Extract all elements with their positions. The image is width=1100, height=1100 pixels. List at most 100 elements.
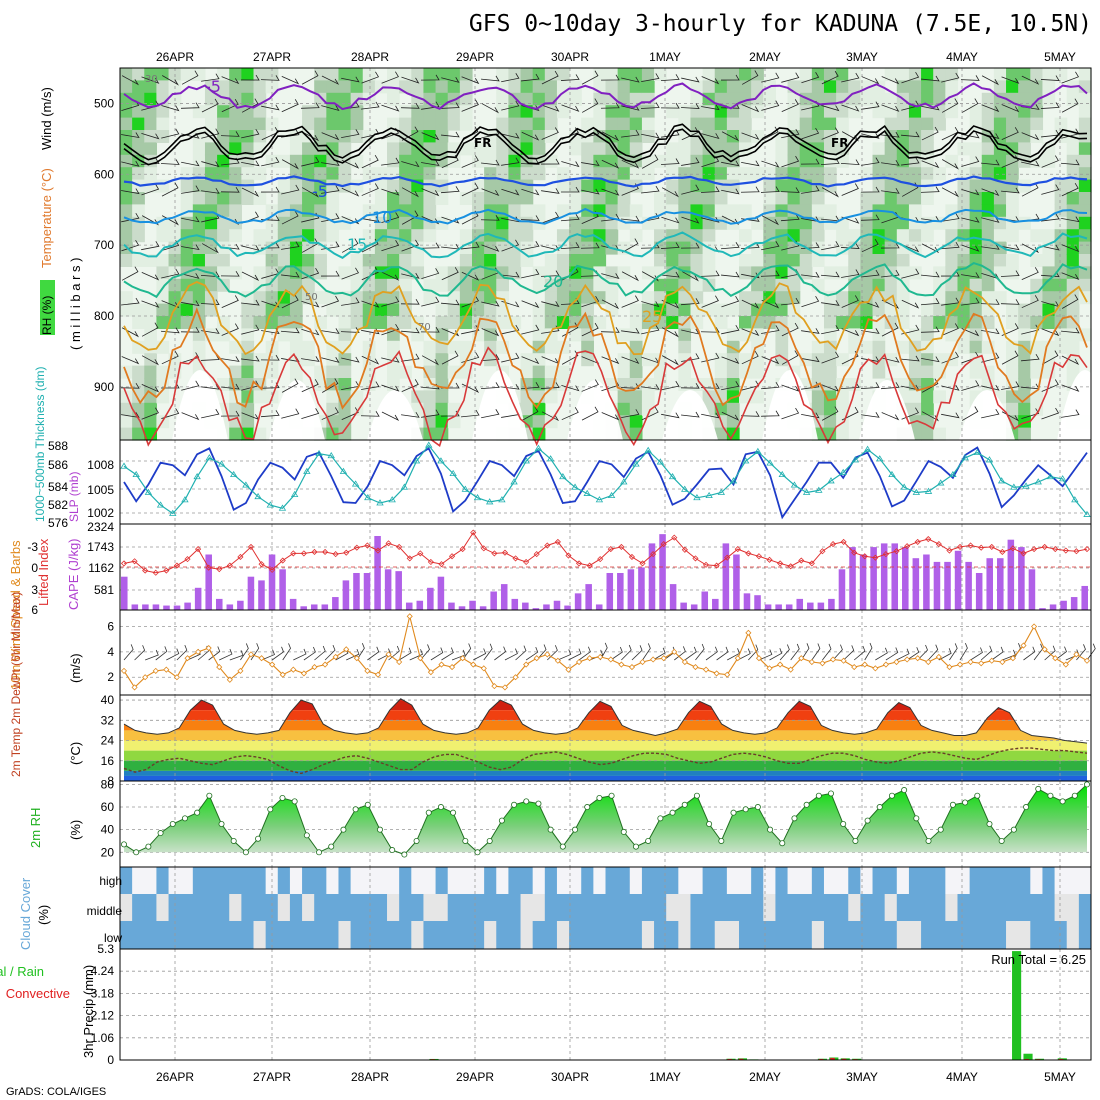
- wind-barb: [781, 322, 799, 337]
- wind-barb: [161, 105, 180, 112]
- wind-barb: [700, 270, 720, 277]
- wind-barb: [421, 355, 440, 366]
- rh-2m-panel: 80 60 40 20 2m RH (%): [28, 777, 1092, 868]
- cloud-cell: [593, 894, 606, 921]
- wind-barb: [860, 214, 880, 221]
- y-tick-label: 2: [107, 670, 114, 684]
- lifted-index-point: [597, 556, 604, 563]
- wind-barb: [201, 328, 220, 334]
- lifted-index-point: [935, 541, 942, 548]
- lifted-index-point: [607, 546, 614, 553]
- cloud-cell: [447, 867, 461, 894]
- wind-barb: [700, 327, 720, 333]
- wind-barb: [760, 382, 780, 390]
- wind-barb: [741, 328, 760, 337]
- rh-2m-axis-label: 2m RH: [28, 808, 43, 848]
- wind-barb: [580, 242, 600, 249]
- lifted-index-point: [999, 548, 1006, 556]
- precip-convective-bar: [830, 1057, 835, 1060]
- wind-barb: [961, 216, 980, 223]
- wind-barb: [641, 324, 660, 335]
- cloud-cell: [144, 867, 157, 894]
- wind-speed-point: [120, 667, 128, 674]
- cape-bar: [1081, 585, 1088, 610]
- cloud-cell: [532, 921, 546, 949]
- wind-speed-point: [142, 674, 149, 681]
- cloud-cell: [702, 867, 716, 894]
- thickness-point: [303, 467, 311, 474]
- wind-barb: [321, 213, 340, 223]
- cloud-cell: [1006, 921, 1019, 949]
- wind-barb: [201, 161, 220, 168]
- wind-barb: [601, 131, 620, 142]
- cloud-cell: [471, 867, 485, 894]
- cloud-cell: [192, 894, 206, 921]
- cloud-cell: [666, 894, 679, 921]
- cape-li-panel: -3 0 3 6 2324 1743 1162 581 Lifted Index CAPE (…: [27, 520, 1092, 617]
- cloud-cell: [180, 921, 194, 949]
- y-tick-label: 40: [101, 823, 115, 837]
- wind-barb: [200, 299, 220, 305]
- y-tick-label: 16: [101, 754, 115, 768]
- wind-barb: [801, 295, 820, 308]
- wind-barb: [801, 72, 820, 84]
- wind-barb: [1041, 328, 1060, 337]
- wind-barb: [861, 269, 880, 278]
- wind-barb: [401, 161, 420, 168]
- wind-barb: [680, 298, 700, 306]
- wind-barb: [901, 355, 920, 362]
- wind-10m-barb: [123, 644, 134, 661]
- wind-barb: [621, 238, 639, 253]
- thickness-point: [327, 451, 335, 459]
- cloud-cell: [302, 867, 315, 894]
- wind-barb: [361, 216, 380, 223]
- rh-2m-point: [352, 806, 359, 813]
- thickness-point: [120, 462, 128, 469]
- lifted-index-point: [353, 544, 360, 551]
- thickness-point: [1046, 472, 1055, 480]
- wind-barb: [621, 295, 639, 308]
- rh-2m-point: [706, 821, 713, 828]
- cape-bar: [775, 604, 782, 610]
- wind-barb: [501, 324, 520, 335]
- wind-barb: [941, 384, 960, 391]
- thickness-point: [144, 488, 153, 495]
- cloud-cell: [654, 894, 667, 921]
- rh-2m-point: [876, 804, 883, 811]
- wind-barb: [761, 299, 780, 309]
- lifted-index-point: [406, 555, 413, 562]
- wind-barb: [701, 412, 720, 419]
- wind-barb: [281, 271, 300, 278]
- wind-barb: [421, 132, 440, 141]
- lifted-index-point: [300, 550, 307, 557]
- cloud-cell: [896, 894, 910, 921]
- wind-speed-point: [893, 658, 900, 666]
- cape-bar: [416, 600, 424, 610]
- cloud-cell: [314, 867, 327, 894]
- cloud-cell: [411, 921, 424, 949]
- y-tick-label: 800: [94, 309, 114, 323]
- wind-barb: [281, 184, 300, 195]
- lifted-index-point: [840, 538, 847, 545]
- wind-barb: [661, 187, 680, 198]
- wind-barb: [381, 188, 400, 196]
- wind-barb: [1041, 350, 1059, 365]
- cloud-cell: [556, 921, 570, 949]
- cape-bar: [764, 604, 772, 610]
- wind-10m-barb: [917, 644, 928, 661]
- wind-10m-barb: [1055, 646, 1067, 661]
- wind-barb: [1000, 270, 1020, 277]
- wind-barb: [700, 186, 720, 193]
- cape-bar: [553, 600, 561, 610]
- wind-barb: [601, 356, 620, 365]
- wind-barb: [841, 183, 859, 196]
- wind-barb: [260, 186, 280, 193]
- lifted-index-point: [650, 551, 657, 558]
- cloud-cell: [1018, 867, 1031, 894]
- wind-barb: [301, 379, 319, 393]
- wind-barb: [501, 188, 520, 196]
- wind-barb: [220, 131, 240, 137]
- lifted-index-point: [639, 560, 646, 567]
- rh-2m-point: [888, 792, 895, 799]
- wind-10m-barb: [176, 644, 188, 661]
